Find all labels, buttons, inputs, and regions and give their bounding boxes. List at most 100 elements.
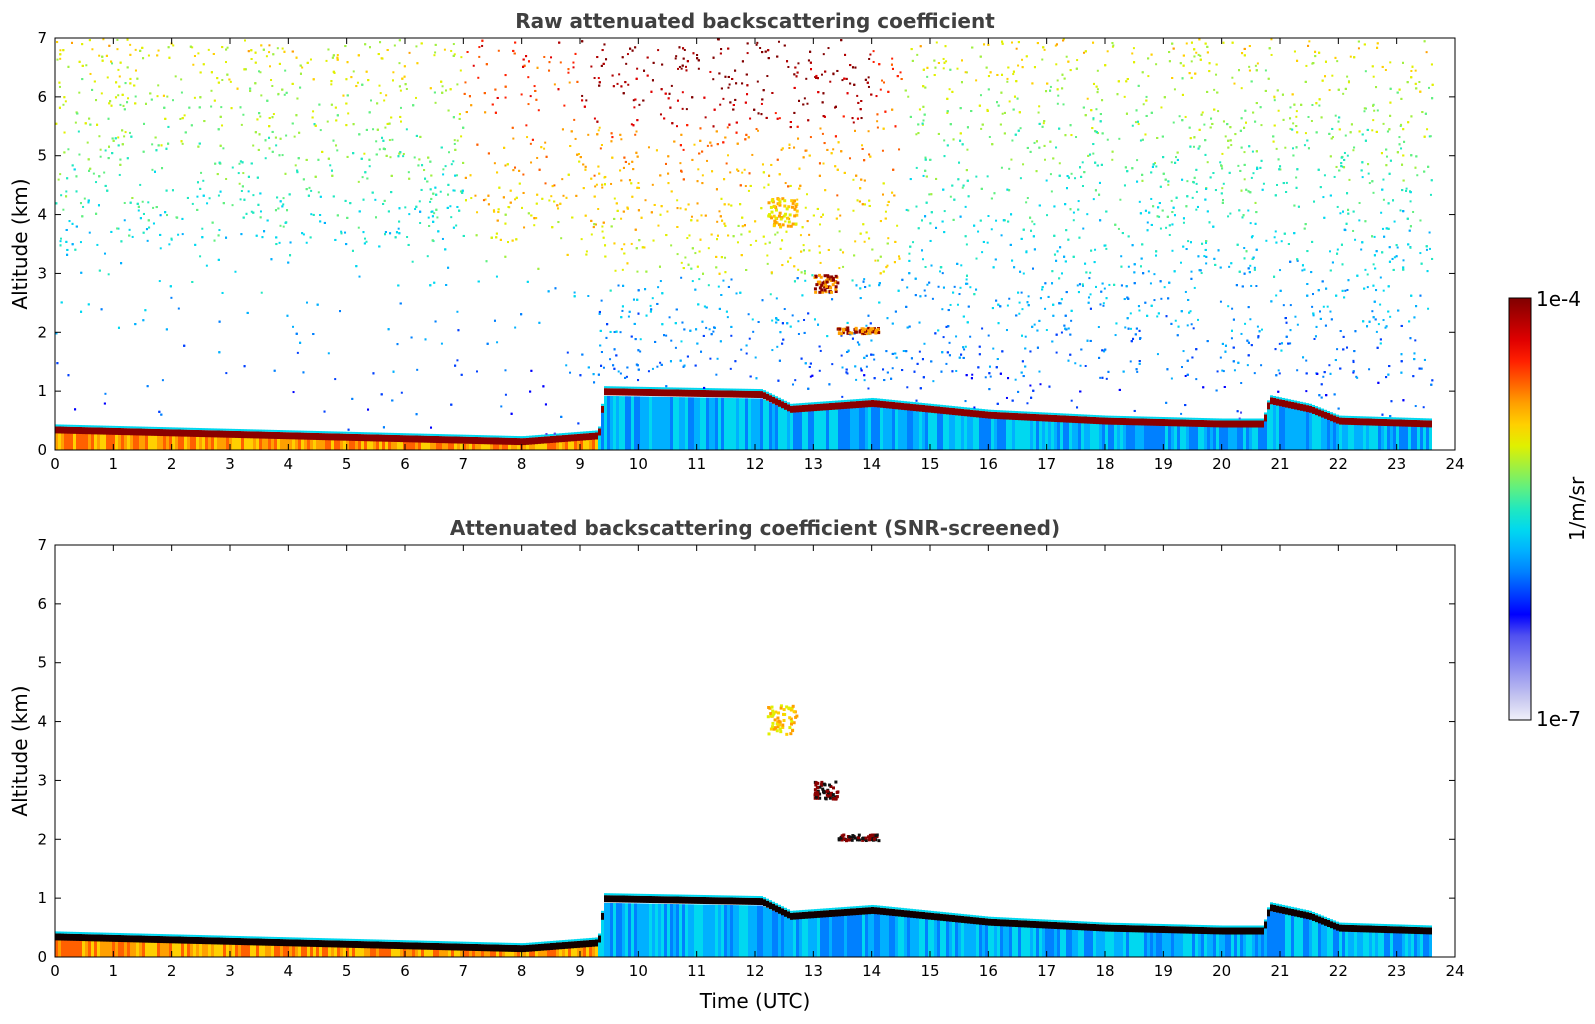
- noise-pixel: [1247, 209, 1250, 212]
- layer-top-edge: [367, 432, 370, 435]
- layer-top-band: [1339, 417, 1342, 425]
- noise-pixel: [639, 338, 642, 341]
- aerosol-column: [985, 417, 988, 450]
- layer-top-edge: [883, 399, 886, 402]
- aerosol-column: [1354, 423, 1357, 450]
- layer-top-edge: [343, 431, 346, 434]
- layer-top-edge: [229, 428, 232, 431]
- aerosol-column: [877, 407, 880, 450]
- noise-pixel: [780, 148, 783, 151]
- layer-top-band: [178, 429, 181, 437]
- noise-pixel: [921, 123, 924, 126]
- noise-pixel: [98, 54, 101, 57]
- aerosol-column: [1393, 424, 1396, 450]
- noise-pixel: [1318, 104, 1321, 107]
- layer-top-band: [412, 435, 415, 443]
- layer-top-band: [397, 435, 400, 443]
- layer-top-edge: [718, 388, 721, 391]
- noise-pixel: [277, 92, 280, 95]
- noise-pixel: [619, 372, 622, 375]
- aerosol-column: [1273, 404, 1276, 450]
- noise-pixel: [181, 142, 184, 145]
- noise-pixel: [867, 332, 870, 335]
- layer-top-band: [949, 407, 952, 415]
- aerosol-column: [934, 412, 937, 450]
- noise-pixel: [137, 209, 140, 212]
- noise-pixel: [191, 202, 194, 205]
- noise-pixel: [1364, 70, 1367, 73]
- noise-pixel: [797, 320, 800, 323]
- noise-pixel: [441, 237, 444, 240]
- aerosol-column: [352, 436, 355, 450]
- noise-pixel: [613, 197, 616, 200]
- noise-pixel: [630, 123, 633, 126]
- layer-top-band: [223, 430, 226, 438]
- noise-pixel: [1336, 348, 1339, 351]
- layer-top-band: [211, 430, 214, 438]
- layer-top-band: [607, 388, 610, 396]
- noise-pixel: [874, 259, 877, 262]
- layer-top-band: [292, 432, 295, 440]
- noise-pixel: [585, 250, 588, 253]
- noise-pixel: [568, 81, 571, 84]
- layer-top-edge: [676, 387, 679, 390]
- layer-top-edge: [1330, 412, 1333, 415]
- aerosol-column: [1120, 423, 1123, 450]
- noise-pixel: [86, 141, 89, 144]
- noise-pixel: [1186, 324, 1189, 327]
- noise-pixel: [987, 334, 990, 337]
- layer-top-band: [184, 429, 187, 437]
- noise-pixel: [1217, 110, 1220, 113]
- noise-pixel: [1260, 124, 1263, 127]
- layer-top-edge: [1318, 407, 1321, 410]
- noise-pixel: [840, 354, 843, 357]
- noise-pixel: [659, 361, 662, 364]
- noise-pixel: [384, 126, 387, 129]
- noise-pixel: [1117, 227, 1120, 230]
- layer-top-band: [1213, 420, 1216, 428]
- layer-top-band: [670, 389, 673, 397]
- layer-top-band: [385, 434, 388, 442]
- layer-top-band: [466, 436, 469, 444]
- noise-pixel: [755, 43, 758, 46]
- layer-top-band: [1294, 402, 1297, 410]
- layer-top-edge: [1150, 416, 1153, 419]
- aerosol-column: [253, 434, 256, 450]
- layer-top-band: [1228, 420, 1231, 428]
- aerosol-column: [856, 407, 859, 450]
- layer-top-edge: [1018, 411, 1021, 414]
- layer-top-edge: [154, 426, 157, 429]
- noise-pixel: [854, 240, 857, 243]
- noise-pixel: [124, 131, 127, 134]
- noise-pixel: [1055, 63, 1058, 66]
- noise-pixel: [796, 198, 799, 201]
- layer-top-band: [907, 403, 910, 411]
- layer-top-band: [121, 428, 124, 436]
- layer-top-edge: [646, 386, 649, 389]
- layer-top-band: [1126, 418, 1129, 426]
- aerosol-column: [880, 407, 883, 450]
- aerosol-column: [727, 397, 730, 450]
- layer-top-edge: [1258, 418, 1261, 421]
- noise-pixel: [527, 103, 530, 106]
- layer-top-edge: [1276, 396, 1279, 399]
- aerosol-column: [637, 396, 640, 450]
- aerosol-column: [361, 437, 364, 450]
- layer-top-edge: [196, 427, 199, 430]
- layer-top-band: [514, 437, 517, 445]
- layer-top-band: [157, 428, 160, 436]
- noise-pixel: [452, 160, 455, 163]
- noise-pixel: [60, 237, 63, 240]
- aerosol-column: [175, 432, 178, 450]
- aerosol-column: [835, 409, 838, 450]
- aerosol-column: [178, 432, 181, 450]
- aerosol-column: [712, 397, 715, 450]
- noise-pixel: [443, 48, 446, 51]
- aerosol-column: [982, 416, 985, 450]
- noise-pixel: [886, 204, 889, 207]
- noise-pixel: [385, 94, 388, 97]
- layer-top-band: [760, 391, 763, 399]
- noise-pixel: [764, 242, 767, 245]
- aerosol-column: [487, 440, 490, 450]
- layer-top-band: [1393, 419, 1396, 427]
